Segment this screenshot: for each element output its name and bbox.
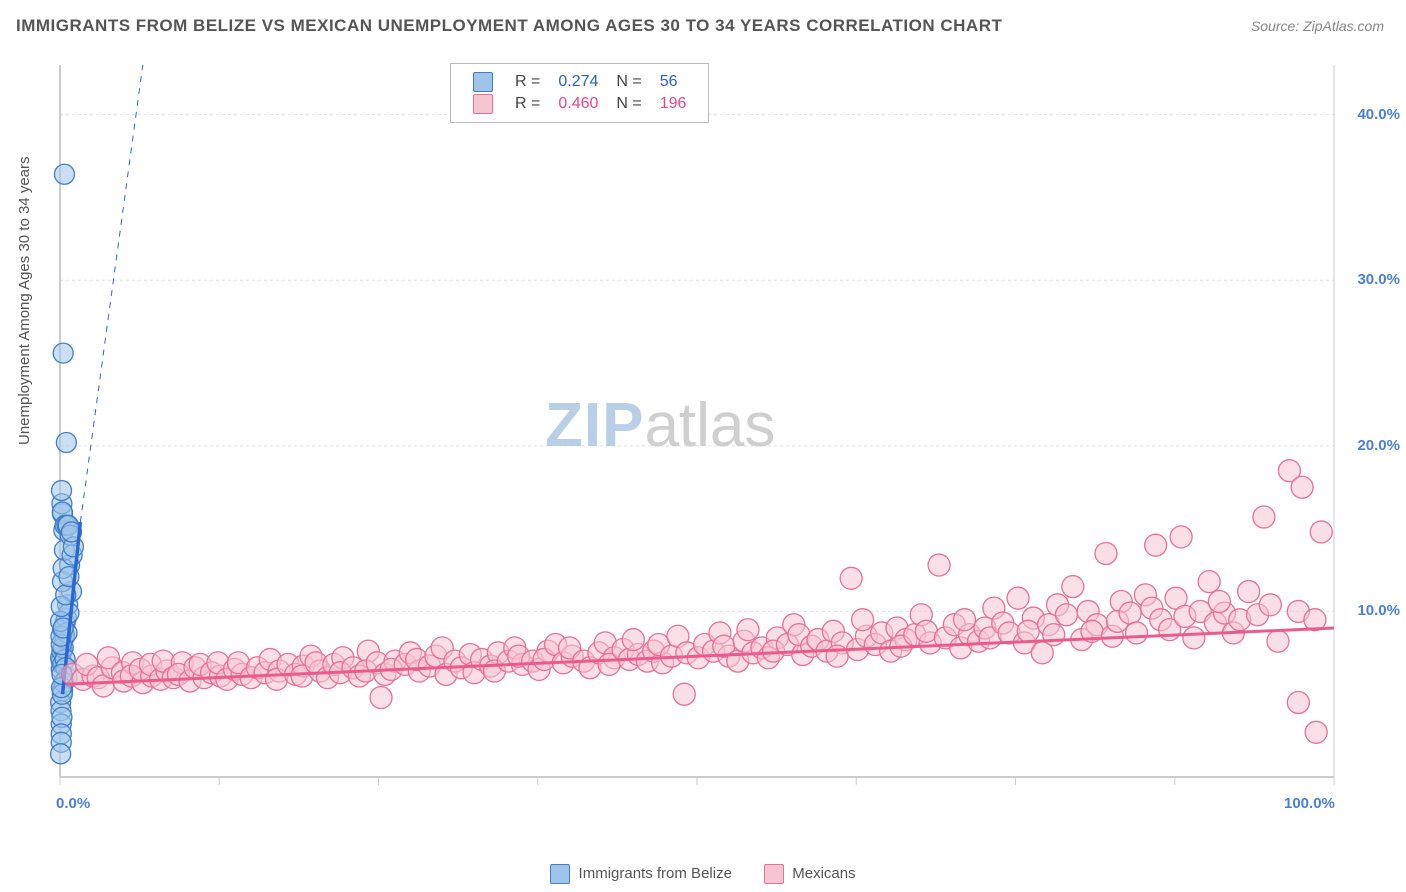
data-point <box>1310 521 1332 543</box>
data-point <box>53 343 73 363</box>
data-point <box>1007 587 1029 609</box>
stat-table: R = 0.274 N = 56 R = 0.460 N = 196 <box>463 70 696 116</box>
data-point <box>1267 630 1289 652</box>
chart-container: IMMIGRANTS FROM BELIZE VS MEXICAN UNEMPL… <box>0 0 1406 892</box>
stat-row: R = 0.460 N = 196 <box>465 94 694 114</box>
data-point <box>1238 581 1260 603</box>
data-point <box>954 609 976 631</box>
data-point <box>1145 534 1167 556</box>
x-legend: Immigrants from Belize Mexicans <box>0 864 1406 884</box>
data-point <box>1119 602 1141 624</box>
data-point <box>1287 691 1309 713</box>
data-point <box>52 481 72 501</box>
stat-r-value: 0.460 <box>550 94 606 114</box>
data-point <box>1183 627 1205 649</box>
y-tick-label: 10.0% <box>1340 602 1400 619</box>
legend-swatch <box>550 864 570 884</box>
data-point <box>1126 622 1148 644</box>
data-point <box>622 629 644 651</box>
series-mexicans <box>62 460 1334 744</box>
x-legend-item: Mexicans <box>764 865 856 882</box>
x-legend-label: Immigrants from Belize <box>579 865 732 882</box>
data-point <box>1305 721 1327 743</box>
legend-swatch <box>764 864 784 884</box>
data-point <box>1291 476 1313 498</box>
stat-row: R = 0.274 N = 56 <box>465 72 694 92</box>
data-point <box>1198 571 1220 593</box>
stat-n-key: N = <box>608 94 649 114</box>
data-point <box>852 609 874 631</box>
stat-n-value: 56 <box>652 72 695 92</box>
data-point <box>54 164 74 184</box>
x-legend-label: Mexicans <box>792 865 855 882</box>
data-point <box>1170 526 1192 548</box>
x-tick-label: 100.0% <box>1284 795 1335 812</box>
data-point <box>1017 620 1039 642</box>
data-point <box>51 744 71 764</box>
stat-r-key: R = <box>507 72 548 92</box>
data-point <box>737 619 759 641</box>
data-point <box>673 683 695 705</box>
trend-line-extrapolated <box>80 65 142 522</box>
chart-title: IMMIGRANTS FROM BELIZE VS MEXICAN UNEMPL… <box>16 16 1002 36</box>
data-point <box>1095 542 1117 564</box>
y-axis-label: Unemployment Among Ages 30 to 34 years <box>16 156 33 445</box>
data-point <box>1062 576 1084 598</box>
data-point <box>1253 506 1275 528</box>
statistics-legend: R = 0.274 N = 56 R = 0.460 N = 196 <box>450 63 709 123</box>
data-point <box>928 554 950 576</box>
watermark-zip: ZIP <box>545 391 644 460</box>
stat-n-key: N = <box>608 72 649 92</box>
data-point <box>1259 594 1281 616</box>
data-point <box>1055 604 1077 626</box>
x-legend-item: Immigrants from Belize <box>550 865 736 882</box>
source-attribution: Source: ZipAtlas.com <box>1251 18 1384 34</box>
y-tick-label: 20.0% <box>1340 437 1400 454</box>
x-tick-label: 0.0% <box>56 795 90 812</box>
data-point <box>1208 590 1230 612</box>
watermark: ZIPatlas <box>545 390 775 461</box>
stat-r-key: R = <box>507 94 548 114</box>
data-point <box>840 567 862 589</box>
legend-swatch <box>473 94 493 114</box>
data-point <box>1043 624 1065 646</box>
y-tick-label: 30.0% <box>1340 271 1400 288</box>
data-point <box>56 433 76 453</box>
watermark-atlas: atlas <box>644 391 775 460</box>
stat-r-value: 0.274 <box>550 72 606 92</box>
y-tick-label: 40.0% <box>1340 106 1400 123</box>
stat-n-value: 196 <box>652 94 695 114</box>
data-point <box>370 687 392 709</box>
legend-swatch <box>473 72 493 92</box>
